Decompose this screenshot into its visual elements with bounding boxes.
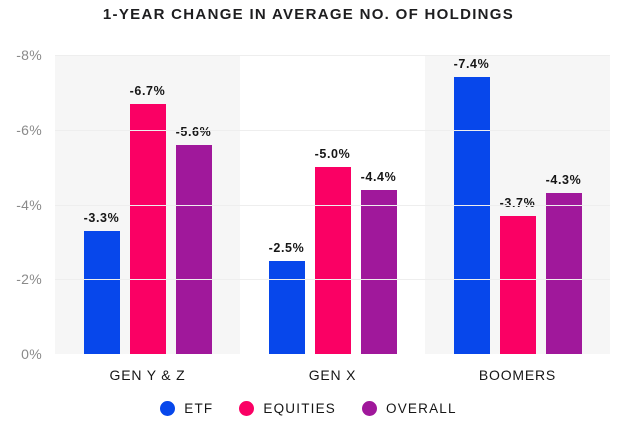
- gridline: [55, 129, 610, 131]
- bar: -3.7%: [499, 196, 536, 354]
- bar: -5.0%: [314, 147, 351, 354]
- legend-color-dot-icon: [362, 401, 378, 416]
- category-label: GEN Y & Z: [109, 367, 186, 383]
- bar-value-label: -3.7%: [499, 195, 536, 210]
- y-axis-tick-label: -2%: [16, 271, 42, 288]
- legend-label: ETF: [184, 401, 214, 416]
- gridline: [55, 279, 610, 281]
- category-label: GEN X: [308, 367, 357, 383]
- gridline: [55, 204, 610, 206]
- bar-value-label: -5.0%: [314, 147, 351, 162]
- legend-color-dot-icon: [239, 401, 255, 416]
- bar-value-label: -4.4%: [360, 169, 397, 184]
- legend-color-dot-icon: [160, 401, 176, 416]
- category-label: BOOMERS: [478, 367, 557, 383]
- legend-label: EQUITIES: [263, 401, 337, 416]
- legend-item: EQUITIES: [239, 401, 336, 416]
- chart-title: 1-YEAR CHANGE IN AVERAGE NO. OF HOLDINGS: [102, 6, 515, 23]
- bar: -6.7%: [129, 84, 166, 354]
- bar: -4.3%: [545, 173, 582, 354]
- bar: -5.6%: [175, 125, 212, 354]
- gridline: [55, 55, 610, 56]
- bar: -2.5%: [268, 241, 305, 354]
- legend: ETF EQUITIES OVERALL: [0, 401, 617, 416]
- bar-value-label: -3.3%: [83, 210, 120, 225]
- legend-item: ETF: [160, 401, 213, 416]
- legend-label: OVERALL: [386, 401, 457, 416]
- y-axis-tick-label: -4%: [16, 196, 42, 213]
- y-axis: -8% -6% -4% -2% 0%: [0, 47, 46, 362]
- bar-value-label: -2.5%: [268, 240, 305, 255]
- bar: -3.3%: [83, 211, 120, 354]
- y-axis-tick-label: 0%: [21, 346, 42, 362]
- bar-value-label: -5.6%: [175, 124, 212, 139]
- y-axis-tick-label: -6%: [16, 121, 42, 138]
- y-axis-tick-label: -8%: [16, 47, 42, 63]
- legend-item: OVERALL: [362, 401, 457, 416]
- bar-value-label: -7.4%: [453, 57, 490, 72]
- plot-area: -3.3% -6.7% -5.6% GEN Y & Z -2.5% -5.0% -4.4% G…: [55, 55, 610, 383]
- bar-value-label: -4.3%: [545, 173, 582, 188]
- bar: -4.4%: [360, 170, 397, 354]
- bar-value-label: -6.7%: [129, 83, 166, 98]
- bar: -7.4%: [453, 57, 490, 354]
